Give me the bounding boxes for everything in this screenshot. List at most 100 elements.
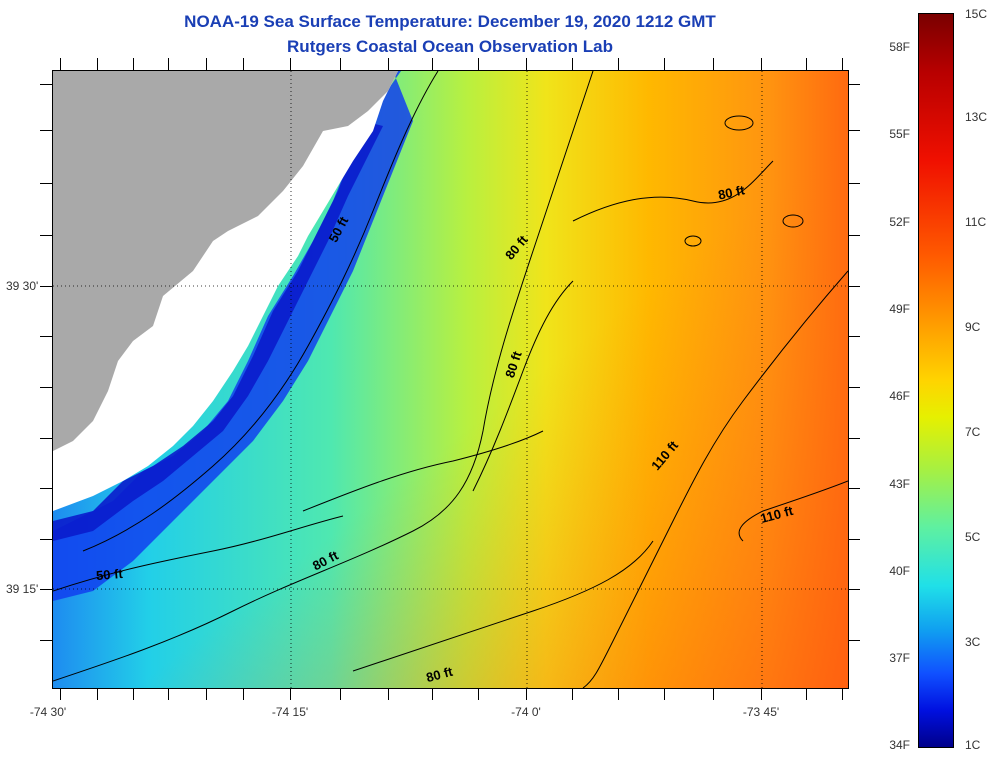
axis-tick <box>848 640 860 641</box>
axis-tick <box>526 688 527 700</box>
axis-tick <box>168 58 169 70</box>
axis-tick <box>848 84 860 85</box>
axis-tick <box>60 688 61 700</box>
graticule <box>53 71 848 688</box>
axis-tick <box>243 58 244 70</box>
contour-50ft-b <box>53 515 344 592</box>
contour-50ft-a <box>82 71 439 552</box>
axis-tick <box>848 235 860 236</box>
colorbar-f-label: 34F <box>889 738 910 752</box>
x-axis-label: -74 30' <box>29 705 67 719</box>
axis-tick <box>806 58 807 70</box>
map-title: NOAA-19 Sea Surface Temperature: Decembe… <box>184 12 716 31</box>
axis-tick <box>40 130 52 131</box>
axis-tick <box>664 688 665 700</box>
colorbar-c-label: 15C <box>965 7 988 21</box>
axis-tick <box>40 336 52 337</box>
axis-tick <box>40 488 52 489</box>
axis-tick <box>388 688 389 700</box>
axis-tick <box>848 183 860 184</box>
colorbar-f-label: 37F <box>889 651 910 665</box>
axis-tick <box>290 688 291 700</box>
colorbar-c-label: 5C <box>965 530 981 544</box>
contour-110ft-b <box>738 480 848 542</box>
x-axis-label: -74 0' <box>511 705 541 719</box>
colorbar-f-label: 55F <box>889 127 910 141</box>
axis-tick <box>848 336 860 337</box>
depth-contours <box>53 71 848 688</box>
axis-tick <box>40 539 52 540</box>
contour-label: 50 ft <box>95 565 124 584</box>
axis-tick <box>243 688 244 700</box>
colorbar-f-label: 40F <box>889 564 910 578</box>
axis-tick <box>848 589 860 590</box>
axis-tick <box>478 58 479 70</box>
axis-tick <box>133 688 134 700</box>
axis-tick <box>618 688 619 700</box>
contour-80ft-b <box>572 160 774 222</box>
colorbar-f-label: 46F <box>889 389 910 403</box>
axis-tick <box>40 387 52 388</box>
axis-tick <box>40 589 52 590</box>
land-mass <box>53 71 398 451</box>
contour-ridge <box>472 280 574 492</box>
contour-shoal-oval-3 <box>782 214 804 228</box>
axis-tick <box>133 58 134 70</box>
sst-map[interactable] <box>52 70 849 689</box>
axis-tick <box>97 688 98 700</box>
colorbar-c-label: 3C <box>965 635 981 649</box>
y-axis-label: 39 30' <box>6 279 39 293</box>
axis-tick <box>388 58 389 70</box>
colorbar-c-label: 11C <box>965 215 987 229</box>
axis-tick <box>40 640 52 641</box>
colorbar-c-label: 7C <box>965 425 981 439</box>
temperature-colorbar <box>918 13 954 748</box>
axis-tick <box>290 58 291 70</box>
axis-tick <box>40 235 52 236</box>
axis-tick <box>206 688 207 700</box>
axis-tick <box>206 58 207 70</box>
axis-tick <box>848 438 860 439</box>
axis-tick <box>618 58 619 70</box>
axis-tick <box>478 688 479 700</box>
axis-tick <box>432 688 433 700</box>
axis-tick <box>40 438 52 439</box>
sst-map-canvas <box>53 71 848 688</box>
x-axis-label: -74 15' <box>271 705 309 719</box>
contour-80ft-a <box>53 71 594 682</box>
axis-tick <box>40 286 52 287</box>
axis-tick <box>572 58 573 70</box>
axis-tick <box>97 58 98 70</box>
axis-tick <box>526 58 527 70</box>
colorbar-c-label: 13C <box>965 110 988 124</box>
axis-tick <box>848 286 860 287</box>
colorbar-f-label: 52F <box>889 215 910 229</box>
colorbar-c-label: 1C <box>965 738 981 752</box>
contour-80ft-c <box>352 540 654 672</box>
axis-tick <box>848 539 860 540</box>
axis-tick <box>40 183 52 184</box>
axis-tick <box>60 58 61 70</box>
axis-tick <box>340 58 341 70</box>
axis-tick <box>806 688 807 700</box>
map-subtitle: Rutgers Coastal Ocean Observation Lab <box>287 37 613 56</box>
axis-tick <box>713 58 714 70</box>
axis-tick <box>664 58 665 70</box>
colorbar-f-label: 49F <box>889 302 910 316</box>
y-axis-label: 39 15' <box>6 582 39 596</box>
colorbar-f-label: 58F <box>889 40 910 54</box>
axis-tick <box>432 58 433 70</box>
axis-tick <box>761 688 762 700</box>
axis-tick <box>848 488 860 489</box>
contour-shoal <box>302 430 544 512</box>
axis-tick <box>848 130 860 131</box>
axis-tick <box>842 688 843 700</box>
contour-shoal-oval-2 <box>684 235 702 247</box>
axis-tick <box>842 58 843 70</box>
axis-tick <box>572 688 573 700</box>
colorbar-c-label: 9C <box>965 320 981 334</box>
colorbar-f-label: 43F <box>889 477 910 491</box>
axis-tick <box>713 688 714 700</box>
axis-tick <box>848 387 860 388</box>
axis-tick <box>340 688 341 700</box>
